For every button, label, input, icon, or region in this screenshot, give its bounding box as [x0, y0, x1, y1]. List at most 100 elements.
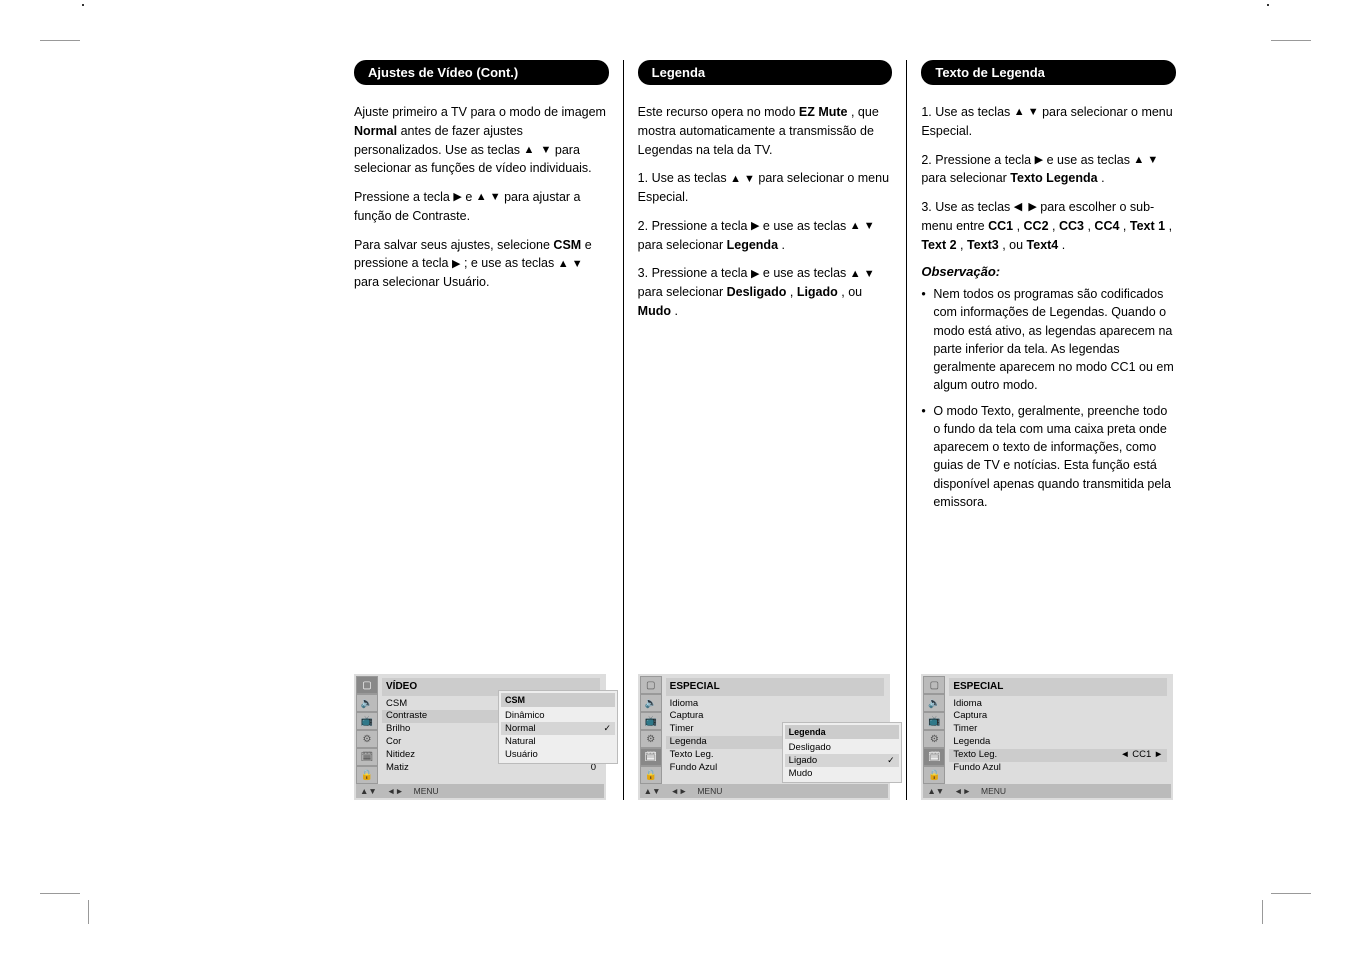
osd-video: ▢🔈📺⚙🗓🔒 VÍDEO CSMContraste100Brilho50Cor5…: [354, 674, 606, 800]
legend-leftright: ◄►: [954, 786, 971, 796]
up-down-icon: ▲ ▼: [1133, 152, 1158, 169]
text: .: [1101, 171, 1104, 185]
header-legenda: Legenda: [638, 60, 893, 85]
text: , ou: [841, 285, 862, 299]
check-icon: ✓: [887, 755, 895, 766]
osd-row-key: Legenda: [953, 736, 990, 749]
text: 2. Pressione a tecla: [638, 219, 751, 233]
hl-text3: Text3: [967, 238, 999, 252]
left-right-icon: ◀ ▶: [1014, 199, 1037, 216]
osd-menu-icon: ⚙: [356, 730, 378, 748]
osd-row-key: Captura: [953, 710, 987, 723]
osd-row: Captura: [949, 710, 1167, 723]
up-down-icon: ▲ ▼: [730, 171, 755, 188]
text: Para salvar seus ajustes, selecione: [354, 238, 553, 252]
osd-row-key: Fundo Azul: [670, 762, 718, 775]
legenda-s2: 2. Pressione a tecla ▶ e use as teclas ▲…: [638, 217, 893, 255]
legenda-s3: 3. Pressione a tecla ▶ e use as teclas ▲…: [638, 264, 893, 320]
column-video: Ajustes de Vídeo (Cont.) Ajuste primeiro…: [340, 60, 623, 800]
osd-row: Timer: [949, 723, 1167, 736]
osd-sub-row: Mudo: [785, 767, 899, 780]
legenda-intro: Este recurso opera no modo EZ Mute , que…: [638, 103, 893, 159]
video-p1: Ajuste primeiro a TV para o modo de imag…: [354, 103, 609, 178]
osd-row-key: Nitidez: [386, 749, 415, 762]
hl-legenda: Legenda: [727, 238, 778, 252]
hl-mudo: Mudo: [638, 304, 671, 318]
text: e use as teclas: [1047, 153, 1134, 167]
text: , ou: [1002, 238, 1026, 252]
text: para selecionar: [921, 171, 1010, 185]
osd-especial-legenda: ▢🔈📺⚙🗓🔒 ESPECIAL IdiomaCapturaTimerLegend…: [638, 674, 890, 800]
text: Este recurso opera no modo: [638, 105, 799, 119]
video-p3: Para salvar seus ajustes, selecione CSM …: [354, 236, 609, 292]
osd-menu-icon: 🔈: [640, 694, 662, 712]
osd-row-key: Cor: [386, 736, 401, 749]
osd-sub-row: Dinâmico: [501, 709, 615, 722]
osd-sub-key: Natural: [505, 736, 536, 747]
column-texto: Texto de Legenda 1. Use as teclas ▲ ▼ pa…: [906, 60, 1190, 800]
header-video: Ajustes de Vídeo (Cont.): [354, 60, 609, 85]
printer-dot-tl: [82, 4, 84, 6]
right-icon: ▶: [751, 218, 759, 235]
text: ,: [1017, 219, 1024, 233]
osd-legend: ▲▼ ◄► MENU: [356, 784, 604, 798]
osd-row-val: ◄ CC1 ►: [1120, 749, 1163, 762]
osd-menu-icon: 📺: [356, 712, 378, 730]
osd-menu-icon: 📺: [640, 712, 662, 730]
osd-row-key: Timer: [953, 723, 977, 736]
crop-mark-tl: [40, 40, 80, 41]
note-heading: Observação:: [921, 264, 1176, 279]
text: .: [674, 304, 677, 318]
hl-cc2: CC2: [1024, 219, 1049, 233]
legend-updown: ▲▼: [360, 786, 377, 796]
osd-menu-icon: 🔒: [640, 766, 662, 784]
osd-icon-strip: ▢🔈📺⚙🗓🔒: [356, 676, 378, 784]
texto-s2: 2. Pressione a tecla ▶ e use as teclas ▲…: [921, 151, 1176, 189]
osd-sub-row: Natural: [501, 735, 615, 748]
osd-sub-key: Ligado: [789, 755, 818, 766]
osd-menu-icon: ⚙: [923, 730, 945, 748]
right-icon: ▶: [1035, 152, 1043, 169]
osd-sub-row: Usuário: [501, 748, 615, 761]
hl-textolegenda: Texto Legenda: [1010, 171, 1097, 185]
osd-menu-icon: ▢: [356, 676, 378, 694]
video-p2: Pressione a tecla ▶ e ▲ ▼ para ajustar a…: [354, 188, 609, 226]
osd-row-key: CSM: [386, 698, 407, 711]
crop-mark-br-v: [1262, 900, 1263, 924]
hl-text4: Text4: [1027, 238, 1059, 252]
up-down-icon: ▲ ▼: [524, 142, 552, 159]
texto-s1: 1. Use as teclas ▲ ▼ para selecionar o m…: [921, 103, 1176, 141]
note-bullet-2: O modo Texto, geralmente, preenche todo …: [921, 402, 1176, 511]
check-icon: ✓: [603, 723, 611, 734]
text: 1. Use as teclas: [921, 105, 1013, 119]
printer-dot-tr: [1267, 4, 1269, 6]
text: ,: [960, 238, 967, 252]
osd-icon-strip: ▢🔈📺⚙🗓🔒: [640, 676, 662, 784]
osd-row-key: Contraste: [386, 710, 427, 723]
column-legenda: Legenda Este recurso opera no modo EZ Mu…: [623, 60, 907, 800]
crop-mark-tr: [1271, 40, 1311, 41]
text: Ajuste primeiro a TV para o modo de imag…: [354, 105, 606, 119]
osd-row: Idioma: [666, 698, 884, 711]
text: e use as teclas: [763, 266, 850, 280]
text: para selecionar Usuário.: [354, 275, 490, 289]
legend-menu: MENU: [981, 786, 1006, 796]
osd-row-key: Fundo Azul: [953, 762, 1001, 775]
legend-leftright: ◄►: [387, 786, 404, 796]
osd-sub-key: Mudo: [789, 768, 813, 779]
legenda-s1: 1. Use as teclas ▲ ▼ para selecionar o m…: [638, 169, 893, 207]
osd-submenu: Legenda DesligadoLigado✓Mudo: [782, 722, 902, 783]
text: ,: [1169, 219, 1172, 233]
osd-menu-icon: 🗓: [923, 748, 945, 766]
osd-legend: ▲▼ ◄► MENU: [923, 784, 1171, 798]
osd-row-key: Texto Leg.: [670, 749, 714, 762]
hl-text2: Text 2: [921, 238, 956, 252]
hl-cc4: CC4: [1094, 219, 1119, 233]
crop-mark-br: [1271, 893, 1311, 894]
text: ,: [790, 285, 797, 299]
osd-row-key: Legenda: [670, 736, 707, 749]
hl-ezmute: EZ Mute: [799, 105, 848, 119]
osd-icon-strip: ▢🔈📺⚙🗓🔒: [923, 676, 945, 784]
hl-text1: Text 1: [1130, 219, 1165, 233]
osd-sub-row: Normal✓: [501, 722, 615, 735]
